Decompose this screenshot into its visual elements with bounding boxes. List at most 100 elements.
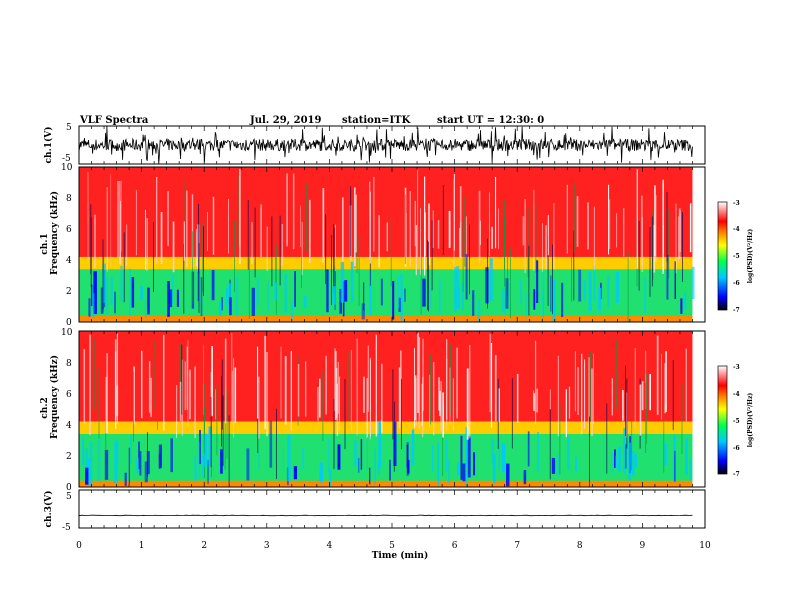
spectrogram-streak (691, 266, 695, 299)
spectrogram-streak (392, 281, 395, 320)
spectrogram-streak (607, 276, 610, 308)
spectrogram-streak (251, 287, 255, 316)
spectrogram-streak (611, 378, 613, 416)
spectrogram-streak (199, 429, 201, 465)
spectrogram-streak (450, 344, 451, 415)
spectrogram-streak (377, 461, 380, 475)
spectrogram-streak (420, 208, 421, 276)
spectrogram-streak (617, 446, 622, 472)
spectrogram-streak (438, 278, 441, 314)
spectrogram-streak (588, 357, 590, 432)
spectrogram-streak (145, 209, 146, 270)
spectrogram-streak (378, 215, 380, 268)
spectrogram-streak (286, 173, 288, 247)
spectrogram-streak (533, 390, 534, 410)
spectrogram-streak (274, 282, 278, 301)
spectrogram-streak (663, 402, 665, 473)
spectrogram-streak (689, 458, 692, 480)
spectrogram-streak (183, 243, 185, 314)
spectrogram-streak (269, 420, 273, 468)
spectrogram-streak (478, 190, 481, 263)
spectrogram-streak (393, 421, 397, 466)
spectrogram-streak (638, 220, 640, 291)
spectrogram-streak (356, 203, 358, 274)
spectrogram-streak (256, 278, 260, 306)
spectrogram-streak (683, 292, 687, 310)
spectrogram-streak (584, 359, 586, 429)
spectrogram-streak (401, 286, 403, 322)
spectrogram-streak (275, 213, 277, 284)
spectrogram-streak (212, 196, 215, 255)
spectrogram-streak (239, 168, 241, 264)
spectrogram-streak (507, 226, 508, 297)
spectrogram-streak (654, 185, 656, 257)
ch2-spectrogram-yticks: 0 2 4 6 8 10 (61, 328, 73, 493)
spectrogram-streak (566, 184, 568, 254)
spectrogram-streak (666, 192, 668, 262)
spectrogram-streak (406, 213, 407, 258)
spectrogram-streak (430, 354, 431, 425)
ch2-colorbar-tick-m3: -3 (733, 364, 740, 371)
spectrogram-streak (520, 279, 522, 305)
ch1-freq-tick-8: 8 (66, 194, 72, 204)
spectrogram-streak (680, 298, 683, 314)
spectrogram-streak (576, 196, 579, 247)
spectrogram-streak (191, 271, 195, 309)
spectrogram-streak (485, 267, 489, 304)
spectrogram-streak (636, 169, 638, 269)
spectrogram-streak (646, 373, 648, 444)
ch2-colorbar: -3 -4 -5 -6 -7 log(PSD)(V²/Hz) (717, 364, 754, 478)
spectrogram-streak (672, 360, 674, 431)
ch3-ytick-top: 5 (66, 492, 72, 502)
spectrogram-streak (649, 374, 651, 411)
ch1-spectrogram-ylabel-frequency: Frequency (kHz) (49, 191, 60, 275)
spectrogram-streak (211, 346, 213, 416)
spectrogram-streak (184, 361, 186, 411)
spectrogram-streak (120, 201, 121, 265)
spectrogram-streak (632, 451, 635, 476)
spectrogram-streak (641, 381, 644, 411)
spectrogram-streak (198, 243, 200, 313)
spectrogram-streak (167, 191, 169, 247)
spectrogram-streak (587, 202, 589, 250)
spectrogram-streak (375, 334, 377, 437)
spectrogram-streak (292, 173, 295, 250)
spectrogram-streak (577, 367, 579, 415)
spectrogram-streak (498, 439, 500, 471)
spectrogram-streak (627, 251, 629, 322)
spectrogram-streak (557, 355, 559, 437)
spectrogram-streak (305, 361, 307, 417)
spectrogram-streak (294, 271, 296, 307)
spectrogram-streak (251, 222, 253, 264)
spectrogram-streak (689, 203, 692, 253)
spectrogram-streak (290, 351, 292, 432)
spectrogram-streak (398, 297, 401, 312)
spectrogram-streak (353, 440, 358, 467)
spectrogram-streak (511, 378, 513, 449)
spectrogram-streak (462, 463, 466, 482)
spectrogram-streak (390, 216, 392, 287)
spectrogram-streak (497, 378, 499, 449)
spectrogram-streak (442, 406, 444, 477)
ch1-spectrogram-yticks: 0 2 4 6 8 10 (61, 163, 73, 328)
ch3-ytick-bottom: -5 (62, 523, 71, 533)
ch1-ytick-bottom: -5 (62, 154, 71, 164)
spectrogram-streak (229, 297, 232, 316)
spectrogram-streak (119, 180, 121, 265)
spectrogram-streak (553, 203, 555, 270)
spectrogram-streak (506, 463, 510, 487)
spectrogram-streak (420, 244, 422, 315)
spectrogram-streak (432, 210, 434, 248)
spectrogram-streak (129, 268, 131, 316)
spectrogram-streak (437, 442, 440, 486)
spectrogram-streak (356, 338, 358, 436)
spectrogram-streak (537, 432, 539, 473)
spectrogram-streak (615, 455, 617, 469)
ch3-waveform-frame (78, 489, 706, 529)
spectrogram-streak (623, 208, 625, 257)
spectrogram-streak (89, 334, 91, 435)
spectrogram-streak (400, 350, 402, 424)
spectrogram-streak (172, 274, 174, 304)
spectrogram-streak (501, 288, 506, 313)
spectrogram-streak (448, 210, 451, 248)
